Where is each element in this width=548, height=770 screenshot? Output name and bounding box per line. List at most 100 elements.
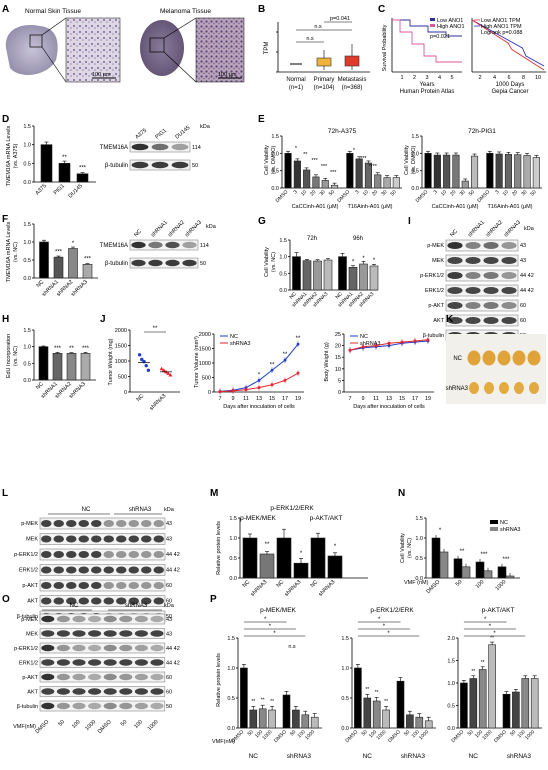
panel-l-row-band xyxy=(103,597,114,605)
sig-mark: * xyxy=(493,631,496,637)
panel-f-tubulin-band xyxy=(148,259,163,267)
panel-f-tmem16a-band xyxy=(148,241,163,249)
legend-swatch xyxy=(490,520,498,524)
panel-l-row-band xyxy=(66,519,77,528)
panel-o-row-band xyxy=(72,630,86,637)
panel-p-group2: shRNA3 xyxy=(507,753,532,760)
sig-mark: *** xyxy=(54,346,62,352)
panel-e-bar xyxy=(443,154,451,189)
x-tick-label: 20 xyxy=(371,189,379,197)
panel-d-tmem16a-band xyxy=(171,143,189,151)
sig-mark: *** xyxy=(480,552,488,558)
panel-l-row-band xyxy=(41,519,52,528)
panel-e-bar xyxy=(424,153,432,189)
panel-m-title: p-AKT/AKT xyxy=(310,515,343,522)
blot-row-label: MEK xyxy=(26,632,38,638)
panel-l-row-band xyxy=(91,550,102,559)
panel-a-normal-tissue xyxy=(5,24,58,75)
panel-l-row-band xyxy=(141,581,152,590)
panel-o-row-membrane xyxy=(39,671,166,683)
kda-value: 43 xyxy=(166,632,172,638)
panel-l-row-band xyxy=(153,581,164,590)
panel-p-bar xyxy=(268,709,276,729)
panel-i-row-membrane xyxy=(445,239,519,252)
panel-k-tumor xyxy=(527,350,541,366)
panel-e-ylabel-unit: (vs. DMSO) xyxy=(271,145,277,174)
sig-mark: * xyxy=(489,624,492,630)
blot-row-label: MEK xyxy=(26,537,38,543)
kda-value: 43 xyxy=(520,243,526,249)
panel-d-bar xyxy=(40,144,53,183)
x-tick-label: 11 xyxy=(373,396,379,402)
x-tick-label: NC xyxy=(136,393,146,403)
panel-m-bar xyxy=(293,562,309,579)
panel-g-time2: 96h xyxy=(353,236,363,242)
x-tick-label: 100 xyxy=(297,729,307,739)
panel-l-row-band xyxy=(141,597,152,605)
y-tick-label: 1000 xyxy=(115,359,127,365)
y-tick-label: 0.0 xyxy=(279,288,287,294)
zoom-line xyxy=(41,17,67,36)
panel-l-row-band xyxy=(116,519,127,528)
panel-l-row-band xyxy=(66,581,77,590)
sig-mark: ** xyxy=(283,352,288,358)
panel-o-group1: NC xyxy=(70,603,79,609)
y-tick-label: 0.0 xyxy=(23,180,31,186)
panel-i-row-band xyxy=(465,241,481,250)
panel-label: K xyxy=(446,314,454,325)
x-tick-label: 20 xyxy=(449,189,457,197)
panel-p-bar xyxy=(354,667,362,729)
panel-d-bar xyxy=(58,163,71,183)
y-tick-label: 500 xyxy=(202,376,211,382)
panel-l-row-band xyxy=(141,535,152,543)
km-high-curve xyxy=(392,19,462,63)
x-tick-label: DMSO xyxy=(493,729,508,744)
panel-f-tubulin-band xyxy=(165,259,180,267)
panel-p-bar xyxy=(488,644,496,729)
x-tick-label: 13 xyxy=(256,396,262,402)
y-tick-label: 25 xyxy=(335,332,341,338)
panel-g-bar xyxy=(313,260,322,291)
panel-f-tmem16a-band xyxy=(165,241,180,249)
blot-row-label: β-tubulin xyxy=(17,614,38,620)
panel-o-row-membrane xyxy=(39,628,166,639)
panel-e-bar xyxy=(523,155,531,189)
x-tick-label: 17 xyxy=(282,396,288,402)
x-tick-label: 20 xyxy=(309,189,317,197)
x-tick-label: 10 xyxy=(300,189,308,197)
sig-mark: * xyxy=(258,372,261,378)
panel-i-row-band xyxy=(447,241,463,250)
panel-p-group1: NC xyxy=(363,753,373,760)
panel-l-row-band xyxy=(116,550,127,559)
lane-label: 50 xyxy=(120,719,129,728)
panel-c-right-source: Gepia Cancer xyxy=(491,89,528,95)
panel-o-row-band xyxy=(119,615,133,623)
panel-e-drug1: CaCCinh-A01 (μM) xyxy=(432,204,479,210)
panel-o-row-membrane xyxy=(39,613,166,625)
x-tick-label: 50 xyxy=(455,579,464,588)
sig-mark: ** xyxy=(69,346,74,352)
panel-e-bar xyxy=(321,180,329,189)
sig-mark: * xyxy=(362,256,365,262)
x-tick-label: 19 xyxy=(425,396,431,402)
panel-o-row-band xyxy=(119,702,133,710)
sig-mark: ** xyxy=(153,326,158,332)
panel-o-row-band xyxy=(72,688,86,695)
sig-mark: ** xyxy=(481,660,485,666)
kda-value: 43 xyxy=(166,617,172,623)
panel-o-row-band xyxy=(150,630,164,637)
sig-mark: *** xyxy=(79,165,87,171)
panel-i-row-band xyxy=(501,256,517,265)
panel-f-tubulin-band xyxy=(131,259,146,267)
panel-o-row-band xyxy=(150,702,164,710)
panel-l-row-band xyxy=(116,566,127,574)
lane-label: DMSO xyxy=(97,719,113,735)
panel-k-tumor xyxy=(484,382,494,394)
panel-j-nc-point xyxy=(140,357,144,362)
kda-value: 50 xyxy=(166,704,172,710)
panel-e-bar xyxy=(355,158,363,189)
panel-k-tumor xyxy=(499,382,509,394)
panel-label: O xyxy=(2,594,10,605)
kda-label: kDa xyxy=(164,603,175,609)
